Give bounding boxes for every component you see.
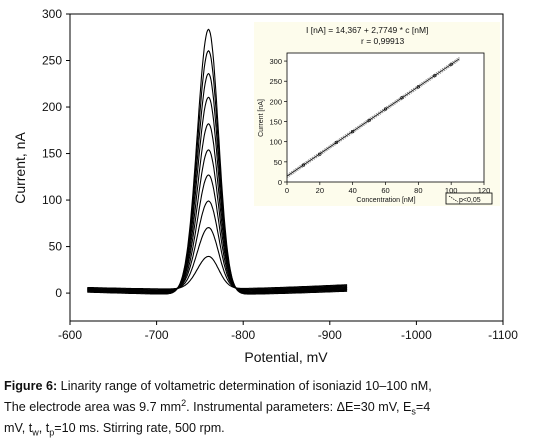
inset-data-point — [416, 85, 420, 89]
caption-line3b: , t — [38, 420, 50, 435]
inset-plot-area — [286, 52, 485, 183]
inset-legend — [445, 192, 493, 205]
caption-sub-p: p — [49, 427, 55, 438]
caption-sub-w: w — [32, 427, 39, 438]
inset-y-tick-label: 200 — [269, 97, 282, 106]
main-curves — [87, 28, 348, 295]
inset-y-tick-label: 0 — [278, 178, 282, 187]
inset-y-axis-label: Current [nA] — [258, 99, 265, 137]
inset-data-point — [367, 118, 371, 122]
inset-legend-swatch — [448, 195, 459, 203]
main-y-tick-label: 250 — [42, 54, 62, 68]
main-axis-ticks: -600 -700 -800 -900 -1000 -110005010015020025… — [42, 7, 518, 342]
inset-data-point — [449, 62, 453, 66]
inset-x-tick-label: 20 — [316, 186, 324, 195]
inset-data-point — [334, 140, 338, 145]
inset-y-tick-label: 100 — [269, 138, 282, 147]
inset-y-tick-label: 50 — [274, 158, 282, 167]
main-y-tick-label: 50 — [49, 240, 63, 254]
voltammogram-curve — [87, 50, 348, 294]
main-x-tick-label: -600 — [58, 328, 82, 342]
inset-x-tick-label: 80 — [414, 186, 422, 195]
main-x-tick-label: -700 — [145, 328, 169, 342]
inset-x-tick-label: 100 — [445, 186, 458, 195]
inset-equation: I [nA] = 14,367 + 2,7749 * c [nM] — [306, 25, 428, 35]
caption-line2b: . Instrumental parameters: ΔE=30 mV, E — [186, 399, 412, 414]
inset-x-tick-label: 60 — [381, 186, 389, 195]
caption-line2c: =4 — [415, 399, 431, 414]
inset-y-tick-label: 250 — [269, 77, 282, 86]
main-y-tick-label: 300 — [42, 7, 62, 21]
inset-axis-ticks: 0 20 40 60 80 100 120 0 50 100 150 200 250 300 — [269, 57, 490, 195]
inset-x-axis-label: Concentration [nM] — [356, 197, 415, 204]
inset-confidence-band — [286, 60, 460, 179]
main-y-axis-label: Current, nA — [12, 132, 28, 204]
inset-regression-line — [286, 58, 460, 177]
inset-chart: I [nA] = 14,367 + 2,7749 * c [nM] r = 0,… — [254, 22, 500, 206]
caption-label: Figure 6: — [4, 379, 58, 393]
main-y-tick-label: 0 — [55, 286, 62, 300]
inset-x-tick-label: 0 — [285, 186, 289, 195]
inset-y-tick-label: 300 — [269, 57, 282, 66]
caption-line1: Linarity range of voltametric determinat… — [57, 379, 432, 393]
caption-line2a: The electrode area was 9.7 mm — [4, 399, 182, 414]
main-x-axis-label: Potential, mV — [244, 349, 328, 365]
caption-sub-s: s — [411, 406, 416, 417]
inset-regression — [286, 56, 460, 179]
inset-correlation: r = 0,99913 — [361, 36, 405, 46]
inset-confidence-band — [286, 56, 460, 175]
inset-data-point — [318, 152, 322, 156]
voltammogram-curve — [87, 255, 348, 290]
main-y-tick-label: 200 — [42, 100, 62, 114]
inset-x-tick-label: 40 — [348, 186, 356, 195]
figure: -600 -700 -800 -900 -1000 -110005010015020025… — [12, 7, 518, 365]
inset-data-point — [301, 163, 306, 167]
main-x-tick-label: -1000 — [401, 328, 432, 342]
inset-data-point — [433, 73, 437, 78]
figure-caption: Figure 6: Linarity range of voltametric … — [4, 378, 532, 441]
inset-data-point — [400, 96, 404, 100]
caption-line3a: mV, t — [4, 420, 33, 435]
inset-x-tick-label: 120 — [478, 186, 491, 195]
caption-sup: 2 — [181, 397, 187, 408]
voltammogram-curve — [87, 200, 348, 291]
inset-legend-label: p<0,05 — [459, 197, 481, 204]
inset-y-tick-label: 150 — [269, 118, 282, 127]
main-x-tick-label: -800 — [231, 328, 255, 342]
main-x-tick-label: -900 — [318, 328, 342, 342]
main-y-tick-label: 100 — [42, 193, 62, 207]
voltammogram-curve — [87, 28, 348, 295]
voltammogram-curve — [87, 149, 348, 292]
caption-line3c: =10 ms. Stirring rate, 500 rpm. — [54, 420, 225, 435]
inset-data-point — [383, 107, 388, 111]
main-y-tick-label: 150 — [42, 147, 62, 161]
main-x-tick-label: -1100 — [488, 328, 518, 342]
inset-data-point — [351, 130, 355, 134]
